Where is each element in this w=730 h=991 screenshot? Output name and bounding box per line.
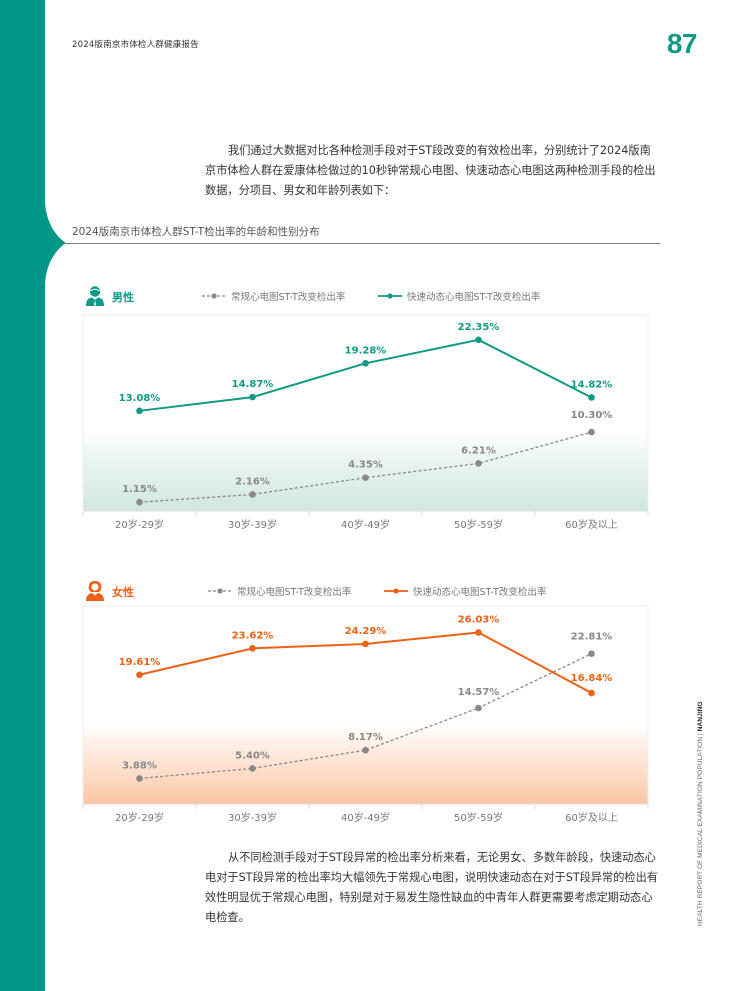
legend-conventional-label: 常规心电图ST-T改变检出率 xyxy=(231,292,346,303)
conventional-ecg-value-label: 2.16% xyxy=(235,476,270,487)
x-tick-label: 40岁-49岁 xyxy=(341,518,390,530)
female-chart-header: 女性 常规心电图ST-T改变检出率 快速动态心电图ST-T改变检出率 xyxy=(70,580,660,604)
side-caption-city: NANJING xyxy=(697,701,704,732)
dynamic-ecg-point xyxy=(136,407,143,415)
x-tick-label: 30岁-39岁 xyxy=(228,811,277,824)
side-caption-main: HEALTH REPORT OF MEDICAL EXAMINATION POP… xyxy=(697,736,704,926)
female-chart-title: 女性 xyxy=(112,586,134,599)
conventional-ecg-point xyxy=(588,428,595,436)
section-divider xyxy=(66,243,660,244)
conventional-ecg-value-label: 22.81% xyxy=(571,632,613,643)
legend-dashed-line-icon xyxy=(202,293,226,299)
female-user-icon xyxy=(86,581,104,601)
legend-dynamic-ecg: 快速动态心电图ST-T改变检出率 xyxy=(384,584,546,598)
dynamic-ecg-value-label: 14.87% xyxy=(232,379,274,390)
conclusion-paragraph: 从不同检测手段对于ST段异常的检出率分析来看，无论男女、多数年龄段，快速动态心电… xyxy=(205,851,658,924)
dynamic-ecg-point xyxy=(475,629,482,636)
conventional-ecg-value-label: 14.57% xyxy=(458,687,500,698)
left-accent-bar xyxy=(0,0,45,991)
male-user-icon xyxy=(86,286,104,306)
male-chart-header: 男性 常规心电图ST-T改变检出率 快速动态心电图ST-T改变检出率 xyxy=(70,285,660,309)
female-chart: 女性 常规心电图ST-T改变检出率 快速动态心电图ST-T改变检出率 20岁-2… xyxy=(70,580,660,825)
x-tick-label: 30岁-39岁 xyxy=(228,518,277,530)
conventional-ecg-point xyxy=(475,704,482,712)
legend-solid-line-icon xyxy=(384,588,408,594)
dynamic-ecg-point xyxy=(249,393,256,401)
dynamic-ecg-point xyxy=(588,394,595,401)
dynamic-ecg-point xyxy=(362,640,369,648)
dynamic-ecg-value-label: 19.28% xyxy=(345,345,387,356)
x-tick-label: 20岁-29岁 xyxy=(115,811,164,824)
dynamic-ecg-value-label: 22.35% xyxy=(458,322,500,333)
x-tick-label: 50岁-59岁 xyxy=(454,811,503,824)
plot-background-gradient xyxy=(83,431,648,511)
page-number: 87 xyxy=(666,28,698,59)
conventional-ecg-line xyxy=(139,431,592,503)
dynamic-ecg-point xyxy=(136,671,143,679)
conventional-ecg-value-label: 6.21% xyxy=(461,445,496,456)
section-pointer-tab xyxy=(45,200,66,286)
legend-conventional-ecg: 常规心电图ST-T改变检出率 xyxy=(202,289,345,303)
conventional-ecg-point xyxy=(249,765,256,772)
report-title: 2024版南京市体检人群健康报告 xyxy=(72,40,199,50)
dynamic-ecg-point xyxy=(588,689,595,697)
conventional-ecg-point xyxy=(362,474,369,481)
dynamic-ecg-value-label: 26.03% xyxy=(458,614,500,625)
dynamic-ecg-value-label: 16.84% xyxy=(571,673,613,684)
conventional-ecg-point xyxy=(475,460,482,467)
section-title: 2024版南京市体检人群ST-T检出率的年龄和性别分布 xyxy=(72,226,320,238)
male-line-chart: 20岁-29岁 30岁-39岁 40岁-49岁 50岁-59岁 60岁及以上 1.15% 2… xyxy=(82,314,649,530)
male-chart: 男性 常规心电图ST-T改变检出率 快速动态心电图ST-T改变检出率 20岁-2… xyxy=(70,285,660,530)
x-tick-label: 20岁-29岁 xyxy=(115,518,164,530)
x-tick-label: 60岁及以上 xyxy=(565,518,618,530)
legend-dynamic-ecg: 快速动态心电图ST-T改变检出率 xyxy=(378,289,540,303)
conventional-ecg-point xyxy=(136,775,143,782)
conventional-ecg-value-label: 5.40% xyxy=(235,750,270,761)
dynamic-ecg-value-label: 23.62% xyxy=(232,630,274,641)
plot-background-gradient xyxy=(83,724,648,804)
dynamic-ecg-point xyxy=(249,645,256,652)
side-caption-separator: | xyxy=(697,733,704,735)
legend-dynamic-label: 快速动态心电图ST-T改变检出率 xyxy=(407,292,541,303)
dynamic-ecg-value-label: 13.08% xyxy=(119,393,161,404)
conventional-ecg-value-label: 10.30% xyxy=(571,410,613,421)
legend-solid-line-icon xyxy=(378,293,402,299)
conventional-ecg-value-label: 1.15% xyxy=(122,484,157,495)
legend-conventional-ecg: 常规心电图ST-T改变检出率 xyxy=(208,584,351,598)
conventional-ecg-point xyxy=(588,650,595,657)
conventional-ecg-point xyxy=(136,498,143,506)
male-chart-title: 男性 xyxy=(112,291,134,304)
dynamic-ecg-point xyxy=(475,336,482,344)
vertical-side-caption: HEALTH REPORT OF MEDICAL EXAMINATION POP… xyxy=(697,701,704,926)
x-tick-label: 60岁及以上 xyxy=(565,811,618,824)
legend-dashed-line-icon xyxy=(208,588,232,594)
conventional-ecg-point xyxy=(362,746,369,754)
legend-dynamic-label: 快速动态心电图ST-T改变检出率 xyxy=(413,587,547,598)
conventional-ecg-value-label: 8.17% xyxy=(348,732,383,743)
x-tick-label: 50岁-59岁 xyxy=(454,518,503,530)
conventional-ecg-point xyxy=(249,491,256,498)
intro-paragraph: 我们通过大数据对比各种检测手段对于ST段改变的有效检出率，分别统计了2024版南… xyxy=(205,144,656,197)
x-tick-label: 40岁-49岁 xyxy=(341,811,390,824)
conventional-ecg-line xyxy=(139,653,592,780)
legend-conventional-label: 常规心电图ST-T改变检出率 xyxy=(237,587,352,598)
conventional-ecg-value-label: 3.88% xyxy=(122,760,157,771)
dynamic-ecg-value-label: 19.61% xyxy=(119,657,161,668)
dynamic-ecg-value-label: 14.82% xyxy=(571,379,613,390)
dynamic-ecg-point xyxy=(362,360,369,367)
dynamic-ecg-value-label: 24.29% xyxy=(345,626,387,637)
female-line-chart: 20岁-29岁 30岁-39岁 40岁-49岁 50岁-59岁 60岁及以上 3.88% 5… xyxy=(82,605,649,824)
conventional-ecg-value-label: 4.35% xyxy=(348,460,383,471)
